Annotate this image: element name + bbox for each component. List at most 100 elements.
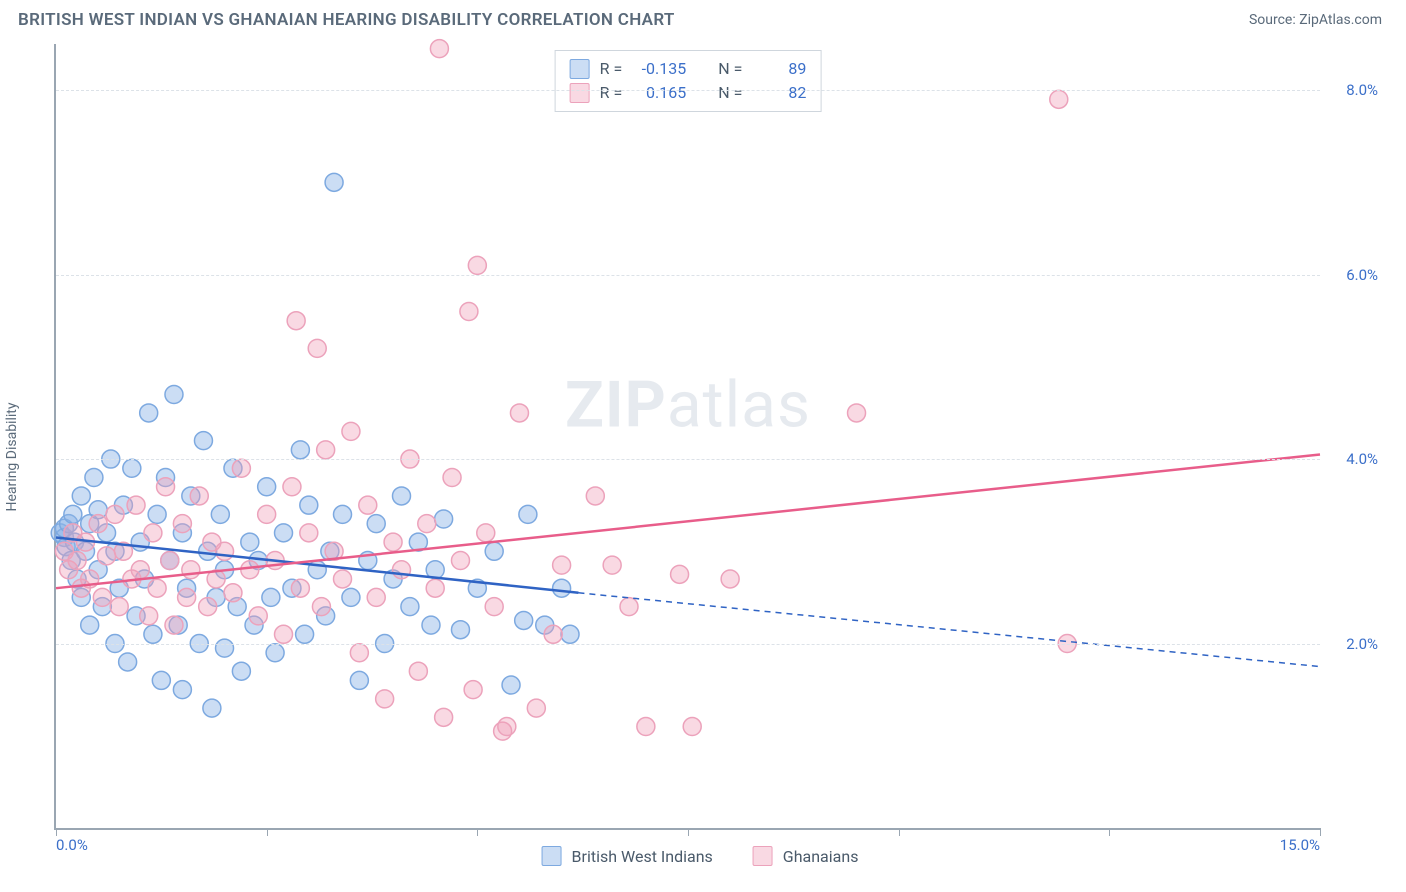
scatter-point-series-1: [376, 690, 394, 708]
scatter-point-series-1: [232, 459, 250, 477]
scatter-point-series-0: [401, 598, 419, 616]
scatter-point-series-0: [275, 524, 293, 542]
scatter-point-series-1: [131, 561, 149, 579]
source-link[interactable]: ZipAtlas.com: [1299, 12, 1382, 28]
scatter-point-series-0: [519, 505, 537, 523]
scatter-point-series-1: [334, 570, 352, 588]
scatter-point-series-0: [485, 542, 503, 560]
scatter-point-series-0: [561, 625, 579, 643]
scatter-point-series-0: [194, 432, 212, 450]
scatter-point-series-0: [203, 699, 221, 717]
legend-item-0: British West Indians: [542, 846, 713, 866]
scatter-point-series-1: [249, 607, 267, 625]
scatter-point-series-0: [81, 616, 99, 634]
y-axis-label: Hearing Disability: [4, 403, 20, 512]
scatter-point-series-1: [586, 487, 604, 505]
xtick: [899, 828, 900, 836]
scatter-point-series-1: [173, 515, 191, 533]
scatter-point-series-0: [165, 385, 183, 403]
scatter-point-series-1: [359, 496, 377, 514]
scatter-point-series-1: [98, 547, 116, 565]
scatter-point-series-1: [683, 718, 701, 736]
scatter-point-series-1: [418, 515, 436, 533]
scatter-point-series-0: [144, 625, 162, 643]
r-label-0: R =: [600, 57, 623, 81]
scatter-point-series-0: [422, 616, 440, 634]
scatter-point-series-1: [312, 598, 330, 616]
stats-row-0: R = -0.135 N = 89: [570, 57, 807, 81]
scatter-point-series-1: [127, 496, 145, 514]
scatter-point-series-0: [334, 505, 352, 523]
n-value-1: 82: [752, 81, 806, 105]
chart-container: Hearing Disability ZIPatlas R = -0.135 N…: [18, 44, 1382, 870]
xtick: [56, 828, 57, 836]
scatter-point-series-1: [241, 561, 259, 579]
scatter-point-series-1: [165, 616, 183, 634]
scatter-point-series-1: [498, 718, 516, 736]
scatter-point-series-0: [152, 671, 170, 689]
gridline-h: [56, 459, 1320, 460]
scatter-point-series-1: [283, 478, 301, 496]
n-label-1: N =: [718, 81, 742, 105]
scatter-point-series-0: [140, 404, 158, 422]
scatter-point-series-1: [443, 469, 461, 487]
trend-line-dash-series-0: [578, 593, 1320, 667]
scatter-point-series-1: [106, 505, 124, 523]
scatter-point-series-1: [342, 422, 360, 440]
scatter-point-series-0: [241, 533, 259, 551]
scatter-point-series-1: [275, 625, 293, 643]
scatter-point-series-0: [392, 487, 410, 505]
scatter-point-series-1: [224, 584, 242, 602]
chart-header: BRITISH WEST INDIAN VS GHANAIAN HEARING …: [0, 0, 1406, 36]
source-label: Source: ZipAtlas.com: [1249, 12, 1382, 28]
n-value-0: 89: [752, 57, 806, 81]
gridline-h: [56, 275, 1320, 276]
scatter-point-series-1: [287, 312, 305, 330]
scatter-point-series-1: [464, 681, 482, 699]
scatter-point-series-1: [182, 561, 200, 579]
scatter-point-series-0: [296, 625, 314, 643]
scatter-point-series-0: [119, 653, 137, 671]
gridline-h: [56, 90, 1320, 91]
scatter-point-series-0: [435, 510, 453, 528]
scatter-point-series-0: [232, 662, 250, 680]
scatter-point-series-0: [64, 505, 82, 523]
scatter-point-series-1: [140, 607, 158, 625]
scatter-point-series-1: [110, 598, 128, 616]
scatter-point-series-0: [266, 644, 284, 662]
scatter-point-series-1: [603, 556, 621, 574]
scatter-point-series-0: [502, 676, 520, 694]
scatter-point-series-1: [190, 487, 208, 505]
scatter-point-series-1: [430, 40, 448, 58]
scatter-point-series-1: [308, 339, 326, 357]
scatter-point-series-0: [72, 487, 90, 505]
scatter-point-series-0: [85, 469, 103, 487]
plot-area: ZIPatlas R = -0.135 N = 89 R = 0.165 N =…: [54, 44, 1320, 830]
scatter-point-series-1: [178, 588, 196, 606]
scatter-point-series-0: [291, 441, 309, 459]
scatter-point-series-1: [426, 579, 444, 597]
scatter-point-series-1: [148, 579, 166, 597]
ytick-label: 8.0%: [1346, 81, 1378, 99]
scatter-point-series-1: [451, 552, 469, 570]
scatter-point-series-1: [435, 708, 453, 726]
chart-title: BRITISH WEST INDIAN VS GHANAIAN HEARING …: [18, 10, 675, 30]
r-value-0: -0.135: [632, 57, 686, 81]
xtick-label: 15.0%: [1280, 836, 1320, 854]
legend-item-1: Ghanaians: [753, 846, 859, 866]
scatter-point-series-1: [291, 579, 309, 597]
scatter-point-series-1: [510, 404, 528, 422]
ytick-label: 2.0%: [1346, 635, 1378, 653]
scatter-point-series-1: [721, 570, 739, 588]
scatter-point-series-1: [68, 552, 86, 570]
scatter-point-series-0: [258, 478, 276, 496]
scatter-point-series-1: [350, 644, 368, 662]
xtick-label: 0.0%: [56, 836, 88, 854]
source-prefix: Source:: [1249, 12, 1299, 28]
scatter-point-series-1: [384, 533, 402, 551]
scatter-point-series-1: [477, 524, 495, 542]
scatter-point-series-1: [89, 515, 107, 533]
scatter-point-series-1: [620, 598, 638, 616]
scatter-point-series-1: [527, 699, 545, 717]
scatter-point-series-1: [848, 404, 866, 422]
